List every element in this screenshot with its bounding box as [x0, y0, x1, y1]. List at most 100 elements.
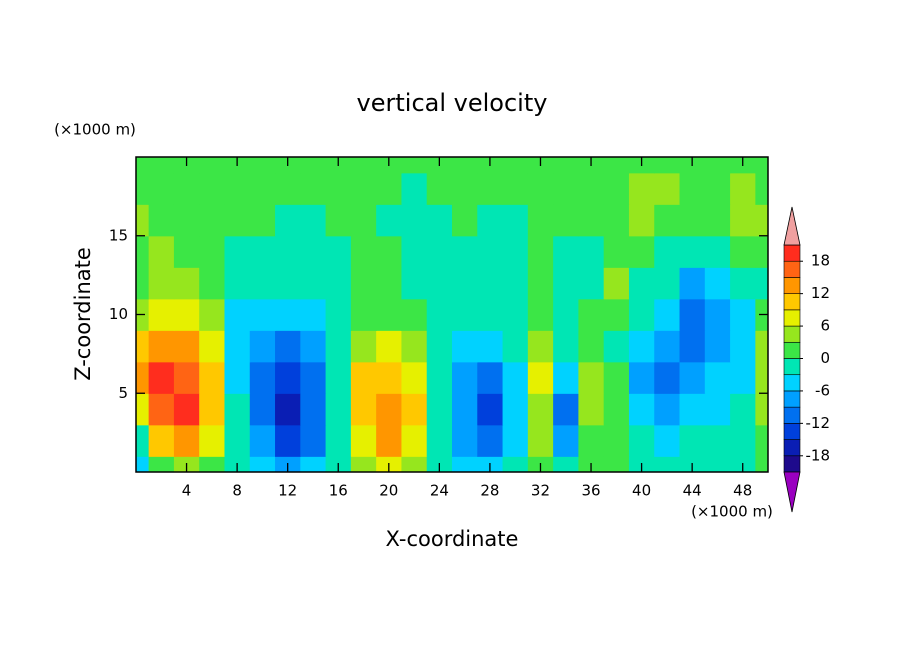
contour-cell	[527, 172, 554, 205]
contour-cell	[426, 330, 453, 363]
contour-cell	[628, 298, 655, 331]
contour-cell	[679, 330, 706, 363]
contour-cell	[730, 267, 756, 300]
contour-cell	[755, 330, 768, 363]
contour-cell	[300, 267, 327, 300]
contour-cell	[578, 424, 605, 457]
contour-cell	[553, 393, 579, 426]
contour-cell	[603, 235, 630, 268]
colorbar-band	[783, 341, 801, 359]
contour-cell	[755, 456, 768, 472]
contour-cell	[704, 424, 731, 457]
contour-cell	[173, 298, 200, 331]
colorbar-band	[783, 455, 801, 473]
contour-cell	[603, 456, 630, 472]
contour-cell	[376, 330, 403, 363]
contour-cell	[578, 330, 605, 363]
contour-cell	[136, 424, 150, 457]
colorbar-under	[783, 471, 801, 513]
contour-cell	[300, 456, 327, 472]
contour-cell	[553, 157, 579, 174]
x-tick-label: 28	[480, 482, 499, 500]
contour-cell	[502, 157, 529, 174]
contour-cell	[173, 393, 200, 426]
contour-cell	[679, 204, 706, 237]
colorbar-band	[783, 293, 801, 311]
contour-cell	[452, 393, 478, 426]
contour-cell	[603, 172, 630, 205]
contour-cell	[426, 204, 453, 237]
y-tick-label: 15	[109, 226, 128, 244]
contour-cell	[249, 298, 276, 331]
contour-cell	[350, 157, 377, 174]
contour-cell	[224, 361, 251, 394]
contour-cell	[603, 330, 630, 363]
chart-title: vertical velocity	[357, 89, 548, 117]
contour-cell	[426, 361, 453, 394]
x-tick-label: 24	[430, 482, 449, 500]
contour-cell	[199, 204, 226, 237]
contour-cell	[300, 157, 327, 174]
contour-cell	[452, 267, 478, 300]
colorbar-tick-label: -18	[806, 446, 831, 464]
contour-cell	[376, 204, 403, 237]
contour-cell	[350, 172, 377, 205]
contour-cell	[578, 235, 605, 268]
contour-cell	[325, 172, 352, 205]
contour-cell	[249, 393, 276, 426]
contour-cell	[730, 204, 756, 237]
contour-cell	[426, 298, 453, 331]
contour-cell	[136, 235, 150, 268]
colorbar-band	[783, 244, 801, 262]
contour-cell	[325, 330, 352, 363]
contour-cell	[136, 204, 150, 237]
contour-cell	[679, 424, 706, 457]
contour-cell	[136, 393, 150, 426]
contour-cell	[426, 393, 453, 426]
contour-cell	[148, 235, 175, 268]
x-tick-label: 4	[182, 482, 192, 500]
contour-cell	[502, 172, 529, 205]
contour-cell	[452, 456, 478, 472]
contour-cell	[654, 393, 681, 426]
contour-cell	[148, 267, 175, 300]
contour-cell	[755, 424, 768, 457]
colorbar-band	[783, 374, 801, 392]
contour-cell	[401, 424, 428, 457]
contour-cell	[275, 424, 301, 457]
contour-cell	[426, 424, 453, 457]
colorbar-band	[783, 390, 801, 408]
contour-cell	[654, 424, 681, 457]
contour-cell	[275, 235, 301, 268]
contour-cell	[325, 361, 352, 394]
contour-cell	[199, 330, 226, 363]
contour-cell	[350, 267, 377, 300]
contour-cell	[553, 204, 579, 237]
contour-cell	[553, 330, 579, 363]
colorbar-band	[783, 277, 801, 294]
contour-cell	[350, 235, 377, 268]
contour-field	[136, 157, 768, 472]
contour-cell	[654, 172, 681, 205]
contour-cell	[553, 424, 579, 457]
contour-cell	[376, 298, 403, 331]
contour-cell	[401, 456, 428, 472]
colorbar-tick-label: 6	[820, 317, 830, 335]
contour-cell	[325, 393, 352, 426]
contour-cell	[275, 330, 301, 363]
contour-cell	[704, 172, 731, 205]
contour-cell	[654, 330, 681, 363]
contour-cell	[401, 361, 428, 394]
contour-cell	[578, 298, 605, 331]
contour-cell	[249, 267, 276, 300]
x-tick-label: 32	[531, 482, 550, 500]
x-tick-label: 48	[733, 482, 752, 500]
contour-cell	[224, 330, 251, 363]
contour-cell	[199, 456, 226, 472]
contour-cell	[502, 267, 529, 300]
contour-cell	[553, 267, 579, 300]
contour-cell	[173, 330, 200, 363]
colorbar-tick-label: 18	[811, 252, 830, 270]
contour-cell	[730, 298, 756, 331]
contour-cell	[628, 204, 655, 237]
